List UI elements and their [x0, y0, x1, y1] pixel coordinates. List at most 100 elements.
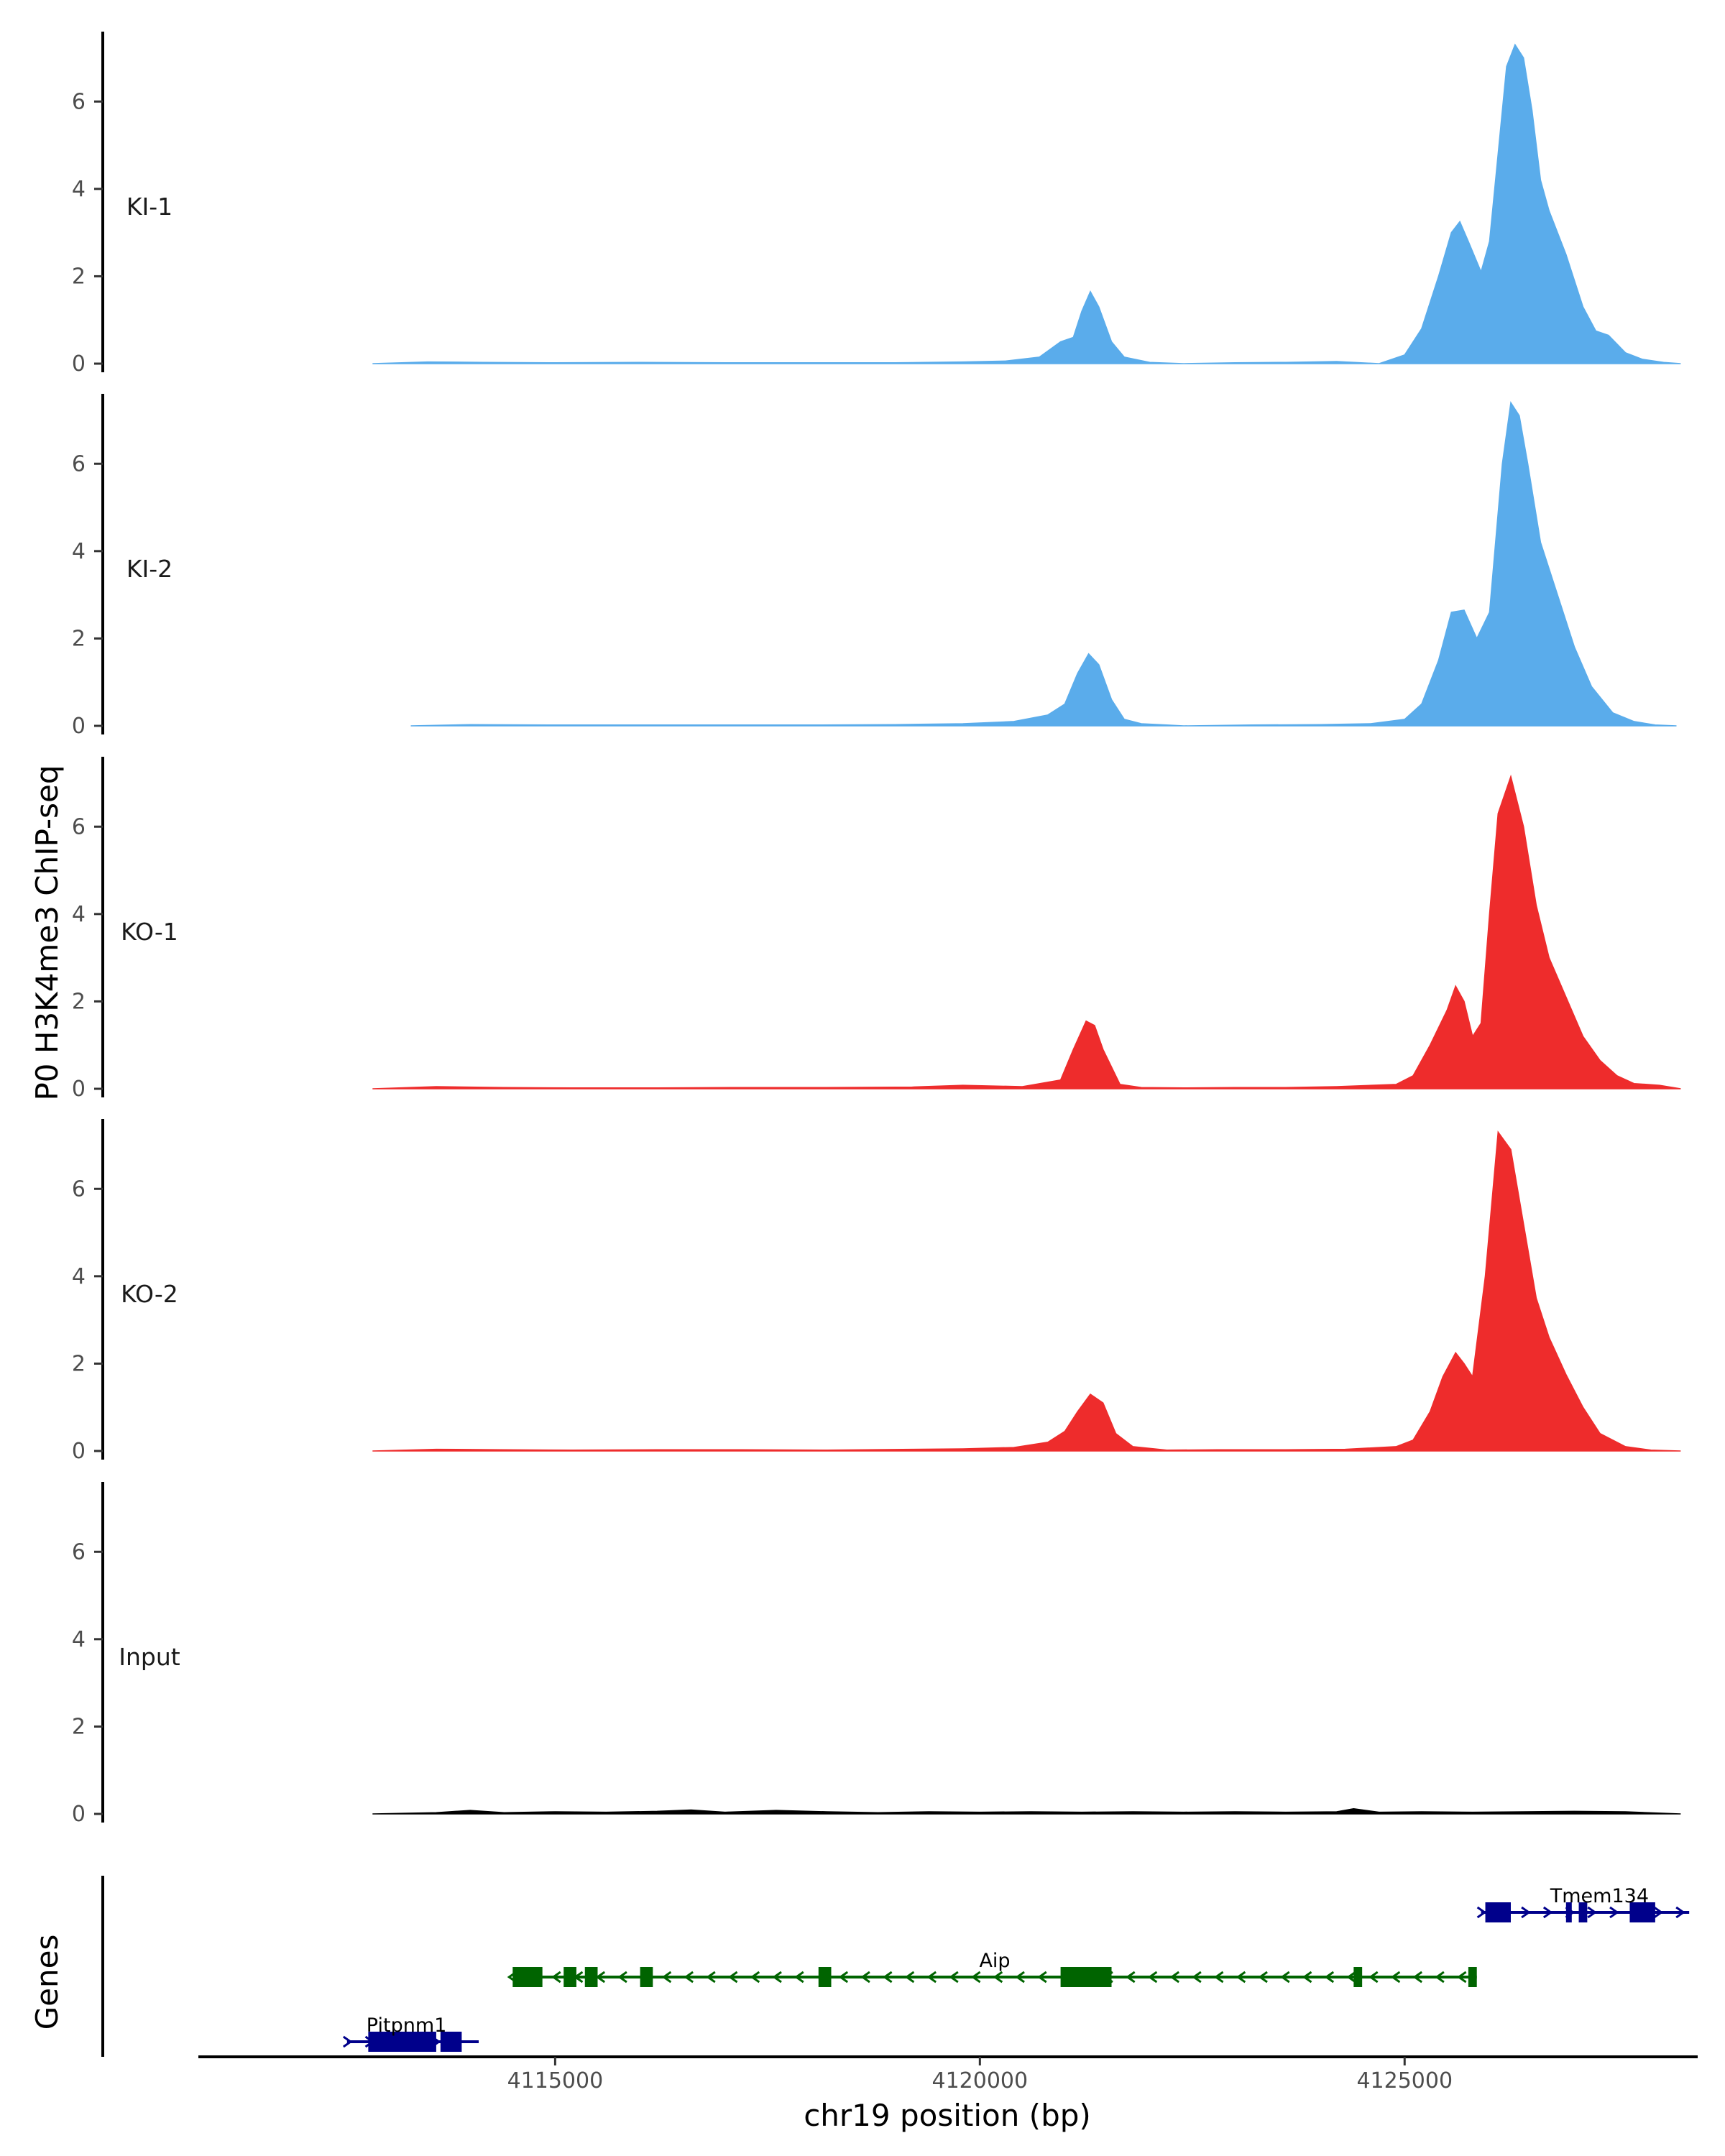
coverage-area-input	[372, 1807, 1681, 1815]
track-label: KO-2	[121, 1280, 178, 1308]
coverage-area-ki-2	[410, 401, 1677, 727]
gene-exon	[1468, 1967, 1477, 1987]
gene-exon	[1353, 1967, 1363, 1987]
track-label: KO-1	[121, 918, 178, 946]
strand-arrow	[772, 1971, 782, 1984]
gene-exon	[1060, 1967, 1112, 1987]
strand-arrow	[551, 1971, 561, 1984]
strand-arrow	[1390, 1971, 1401, 1984]
strand-arrow	[617, 1971, 627, 1984]
y-tick-label: 0	[72, 351, 86, 377]
strand-arrow	[970, 1971, 981, 1984]
strand-arrow	[727, 1971, 738, 1984]
strand-arrow	[1213, 1971, 1224, 1984]
strand-arrow	[838, 1971, 849, 1984]
coverage-area-ko-1	[372, 774, 1681, 1089]
y-tick-label: 6	[72, 451, 86, 476]
y-tick-label: 0	[72, 714, 86, 739]
strand-arrow	[1236, 1971, 1246, 1984]
y-tick-label: 6	[72, 89, 86, 114]
gene-exon	[640, 1967, 653, 1987]
strand-arrow	[1147, 1971, 1158, 1984]
coverage-tracks: 0 2 4 6 KI-1 0 2 4 6 KI-2 0 2 4 6 KO-1 0 2 4 6 KO-2 0 2 4 6 Inpu…	[72, 32, 1681, 1827]
strand-arrow	[1346, 1971, 1356, 1984]
strand-arrow	[1587, 1906, 1597, 1919]
track-panel-ko-2: 0 2 4 6 KO-2	[72, 1119, 1681, 1464]
strand-arrow	[1521, 1906, 1531, 1919]
y-tick-label: 2	[72, 264, 86, 289]
strand-arrow	[1542, 1906, 1553, 1919]
strand-arrow	[794, 1971, 804, 1984]
strand-arrow	[904, 1971, 915, 1984]
gene-exon	[818, 1967, 832, 1987]
strand-arrow	[1258, 1971, 1268, 1984]
track-label: Input	[119, 1643, 180, 1671]
genes-axis-title: Genes	[29, 1935, 65, 2030]
strand-arrow	[661, 1971, 672, 1984]
track-panel-input: 0 2 4 6 Input	[72, 1482, 1681, 1827]
y-tick-label: 4	[72, 177, 86, 202]
strand-arrow	[750, 1971, 760, 1984]
gene-tmem134: Tmem134	[1476, 1885, 1690, 1922]
y-tick-label: 6	[72, 814, 86, 839]
strand-arrow	[1324, 1971, 1335, 1984]
strand-arrow	[993, 1971, 1003, 1984]
strand-arrow	[1435, 1971, 1445, 1984]
strand-arrow	[1609, 1906, 1619, 1919]
y-axis-title: P0 H3K4me3 ChIP-seq	[29, 765, 65, 1100]
track-panel-ki-1: 0 2 4 6 KI-1	[72, 32, 1681, 377]
gene-aip: Aip	[507, 1950, 1477, 1987]
gene-exon	[1629, 1902, 1655, 1922]
strand-arrow	[1675, 1906, 1685, 1919]
strand-arrow	[1476, 1906, 1487, 1919]
track-label: KI-1	[126, 193, 172, 221]
strand-arrow	[1653, 1906, 1664, 1919]
gene-exon	[1485, 1902, 1511, 1922]
strand-arrow	[706, 1971, 716, 1984]
strand-arrow	[1126, 1971, 1136, 1984]
y-tick-label: 2	[72, 1351, 86, 1376]
gene-name-label: Pitpnm1	[367, 2014, 447, 2037]
strand-arrow	[1412, 1971, 1423, 1984]
y-tick-label: 2	[72, 626, 86, 651]
gene-track: Tmem134 Aip Pitpnm1	[101, 1876, 1690, 2057]
y-tick-label: 6	[72, 1539, 86, 1565]
strand-arrow	[1457, 1971, 1467, 1984]
y-tick-label: 2	[72, 989, 86, 1014]
track-label: KI-2	[126, 555, 172, 583]
y-tick-label: 0	[72, 1439, 86, 1464]
gene-exon	[1565, 1902, 1572, 1922]
x-tick-label: 4115000	[507, 2068, 604, 2093]
strand-arrow	[860, 1971, 870, 1984]
track-panel-ko-1: 0 2 4 6 KO-1	[72, 757, 1681, 1102]
y-tick-label: 4	[72, 539, 86, 564]
y-tick-label: 6	[72, 1176, 86, 1202]
y-tick-label: 4	[72, 902, 86, 927]
coverage-area-ko-2	[372, 1130, 1681, 1452]
y-tick-label: 4	[72, 1264, 86, 1289]
strand-arrow	[883, 1971, 893, 1984]
x-tick-label: 4125000	[1356, 2068, 1453, 2093]
x-tick-label: 4120000	[932, 2068, 1029, 2093]
y-tick-label: 0	[72, 1802, 86, 1827]
gene-exon	[440, 2032, 462, 2052]
y-tick-label: 0	[72, 1077, 86, 1102]
strand-arrow	[1192, 1971, 1202, 1984]
gene-name-label: Tmem134	[1550, 1885, 1649, 1907]
coverage-area-ki-1	[372, 43, 1681, 364]
gene-pitpnm1: Pitpnm1	[342, 2014, 479, 2052]
strand-arrow	[684, 1971, 694, 1984]
gene-name-label: Aip	[979, 1950, 1010, 1972]
x-axis: 4115000 4120000 4125000	[198, 2055, 1698, 2093]
gene-exon	[368, 2032, 436, 2052]
strand-arrow	[949, 1971, 959, 1984]
y-tick-label: 4	[72, 1627, 86, 1652]
x-axis-title: chr19 position (bp)	[804, 2098, 1091, 2133]
strand-arrow	[1368, 1971, 1379, 1984]
strand-arrow	[1280, 1971, 1290, 1984]
gene-exon	[512, 1967, 543, 1987]
strand-arrow	[1169, 1971, 1180, 1984]
strand-arrow	[342, 2035, 353, 2048]
strand-arrow	[1037, 1971, 1047, 1984]
